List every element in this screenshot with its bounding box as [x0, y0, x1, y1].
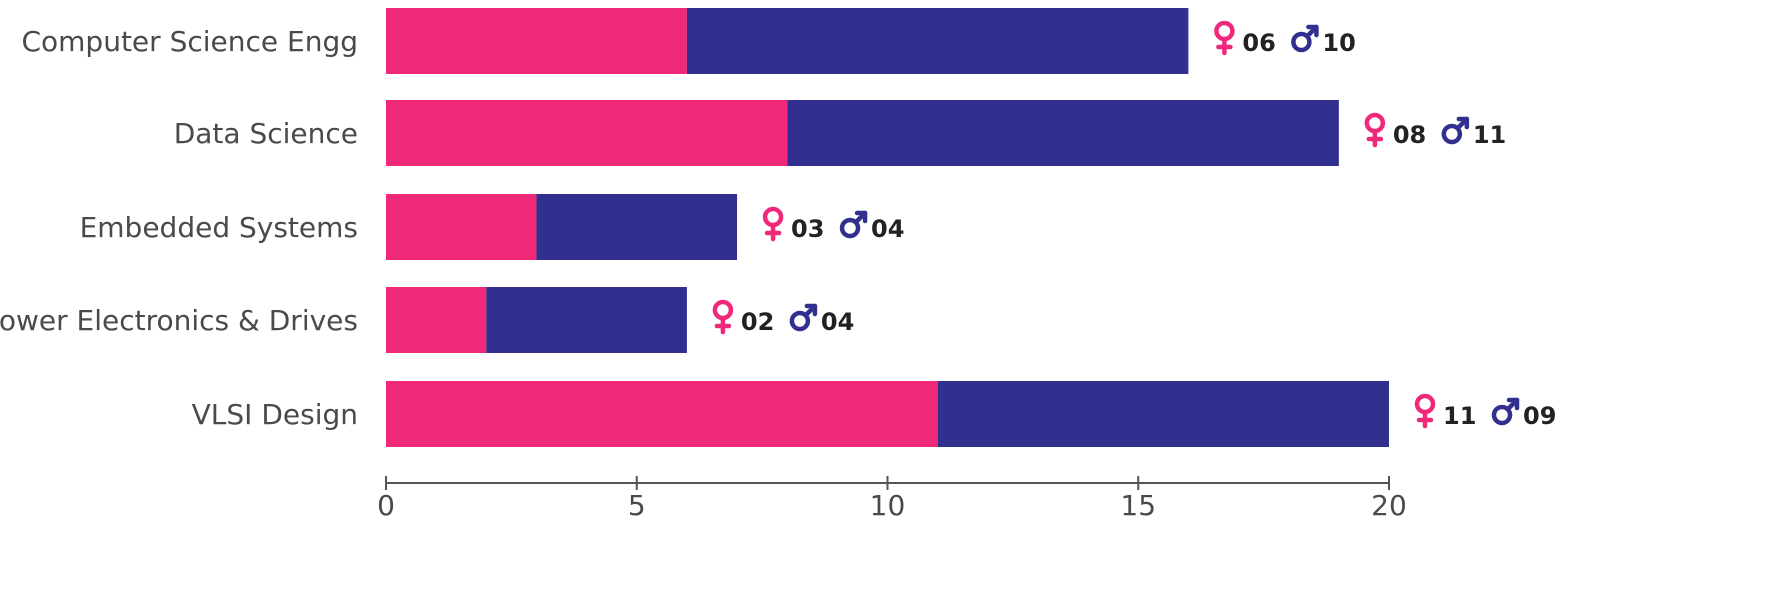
male-count-label: 04 — [821, 308, 854, 336]
bar-male — [486, 287, 687, 353]
bar-male — [536, 194, 738, 260]
male-symbol-icon — [1291, 24, 1319, 53]
female-count-label: 06 — [1242, 29, 1275, 57]
female-symbol-icon — [712, 299, 734, 335]
female-count-label: 11 — [1443, 402, 1476, 430]
value-label-group: 03 04 — [762, 206, 904, 243]
male-count-label: 10 — [1322, 29, 1355, 57]
female-symbol-icon — [1214, 20, 1235, 56]
male-count-label: 09 — [1523, 402, 1556, 430]
female-symbol-icon — [1414, 393, 1436, 429]
bar-female — [386, 100, 788, 166]
category-label: VLSI Design — [192, 398, 358, 431]
bar-female — [386, 194, 537, 260]
category-labels: Computer Science Engg Data Science Embedde… — [0, 25, 358, 431]
bar-male — [937, 381, 1389, 447]
male-count-label: 11 — [1473, 121, 1506, 149]
x-tick-label: 15 — [1120, 489, 1156, 522]
x-tick-label: 5 — [628, 489, 646, 522]
bar-male — [686, 8, 1189, 74]
male-count-label: 04 — [871, 215, 904, 243]
value-label-group: 11 09 — [1414, 393, 1556, 430]
male-symbol-icon — [789, 303, 818, 332]
female-count-label: 02 — [741, 308, 774, 336]
female-symbol-icon — [1364, 112, 1386, 148]
male-symbol-icon — [1441, 116, 1470, 145]
x-axis: 0 5 10 15 20 — [377, 476, 1407, 522]
category-label: Data Science — [174, 117, 358, 150]
x-tick-label: 0 — [377, 489, 395, 522]
value-label-group: 08 11 — [1364, 112, 1506, 149]
bars-layer — [386, 8, 1389, 447]
bar-female — [386, 8, 687, 74]
male-symbol-icon — [839, 210, 868, 239]
x-tick-label: 20 — [1371, 489, 1407, 522]
value-label-group: 06 10 — [1214, 20, 1356, 57]
bar-male — [787, 100, 1339, 166]
category-label: Power Electronics & Drives — [0, 304, 358, 337]
value-labels: 06 10 08 11 03 04 02 04 11 09 — [712, 20, 1556, 430]
bar-female — [386, 287, 487, 353]
value-label-group: 02 04 — [712, 299, 854, 336]
category-label: Computer Science Engg — [21, 25, 358, 58]
category-label: Embedded Systems — [80, 211, 358, 244]
bar-female — [386, 381, 938, 447]
x-tick-label: 10 — [870, 489, 906, 522]
female-count-label: 08 — [1393, 121, 1426, 149]
male-symbol-icon — [1491, 397, 1520, 426]
female-count-label: 03 — [791, 215, 824, 243]
female-symbol-icon — [762, 206, 784, 242]
